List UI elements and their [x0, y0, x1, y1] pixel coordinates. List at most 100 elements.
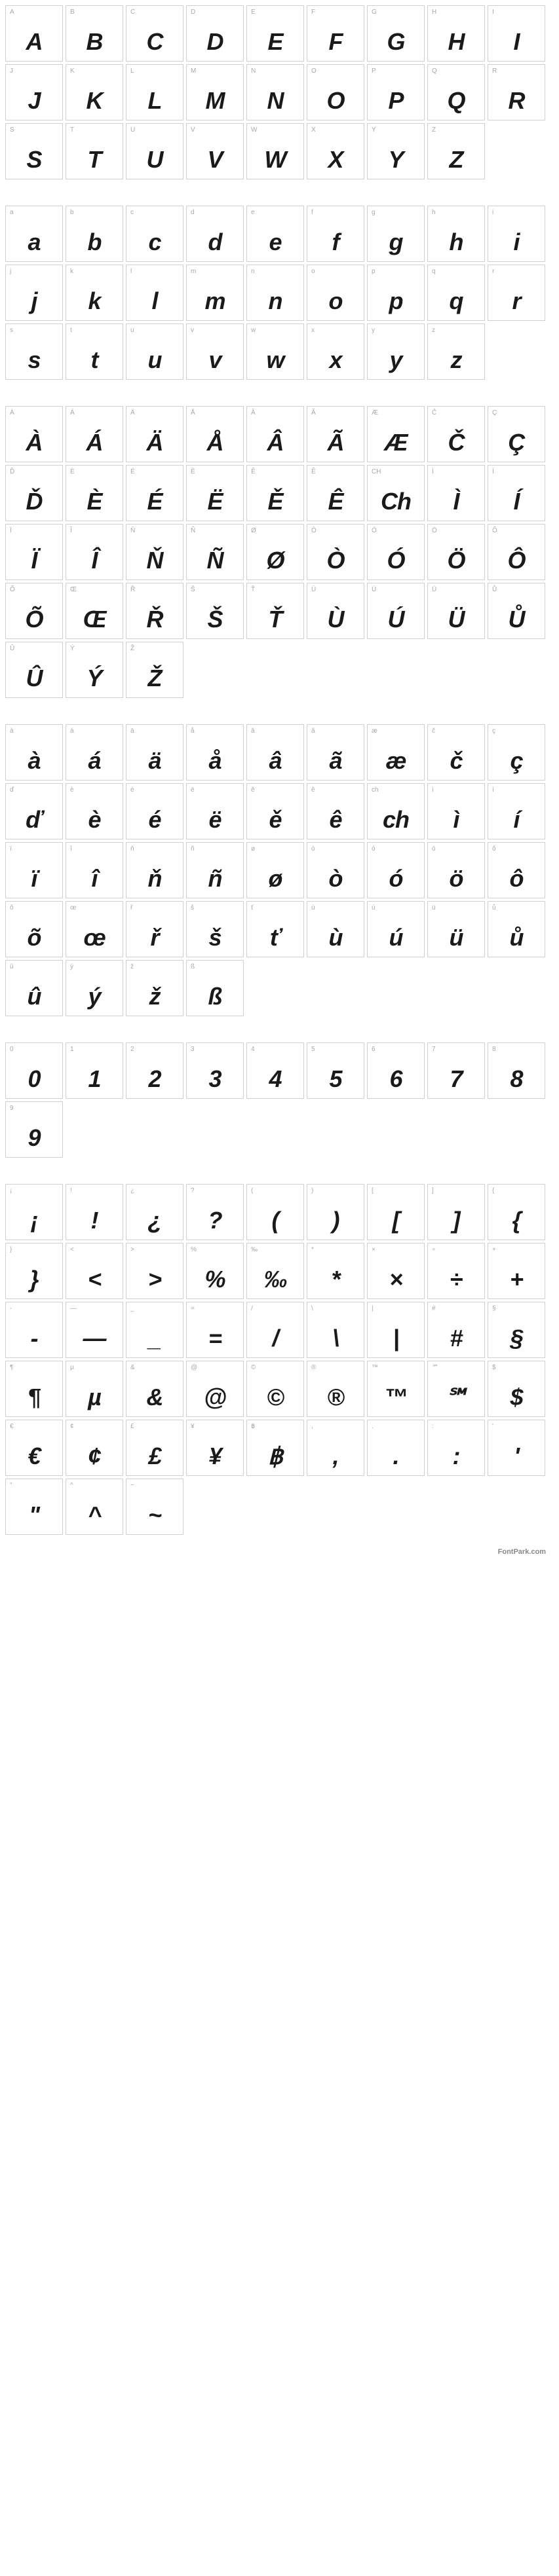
glyph-label: î: [70, 845, 72, 853]
glyph-display: X: [307, 146, 364, 174]
glyph-label: z: [432, 327, 435, 334]
glyph-display: F: [307, 28, 364, 56]
glyph-label: D: [191, 9, 195, 16]
glyph-display: $: [488, 1384, 545, 1411]
glyph-cell: ňň: [126, 842, 183, 898]
glyph-cell: ŤŤ: [246, 583, 304, 639]
glyph-cell: ÉÉ: [126, 465, 183, 521]
glyph-label: (: [251, 1187, 253, 1194]
glyph-cell: pp: [367, 265, 425, 321]
glyph-cell: II: [488, 5, 545, 62]
glyph-cell: ll: [126, 265, 183, 321]
glyph-cell: 55: [307, 1042, 364, 1099]
glyph-label: l: [130, 268, 132, 275]
glyph-display: ř: [126, 924, 183, 951]
glyph-label: 0: [10, 1046, 14, 1053]
glyph-display: |: [368, 1325, 424, 1352]
glyph-label: ?: [191, 1187, 195, 1194]
glyph-cell: vv: [186, 323, 244, 380]
glyph-label: a: [10, 209, 14, 216]
glyph-label: t: [70, 327, 72, 334]
glyph-label: T: [70, 126, 74, 134]
glyph-cell: áá: [66, 724, 123, 781]
glyph-label: }: [10, 1246, 12, 1253]
glyph-display: ¢: [66, 1443, 123, 1470]
glyph-display: ÷: [428, 1266, 484, 1293]
glyph-display: £: [126, 1443, 183, 1470]
glyph-display: *: [307, 1266, 364, 1293]
glyph-display: Ò: [307, 547, 364, 574]
glyph-label: §: [492, 1305, 496, 1312]
glyph-label: Ò: [311, 527, 317, 534]
glyph-label: m: [191, 268, 196, 275]
glyph-label: œ: [70, 904, 76, 911]
glyph-display: W: [247, 146, 303, 174]
glyph-display: ì: [428, 806, 484, 834]
glyph-label: r: [492, 268, 494, 275]
glyph-label: N: [251, 67, 256, 75]
glyph-cell: ÄÄ: [126, 406, 183, 462]
glyph-display: s: [6, 346, 62, 374]
glyph-display: ^: [66, 1501, 123, 1529]
glyph-cell: aa: [5, 206, 63, 262]
glyph-display: (: [247, 1207, 303, 1234]
glyph-label: ©: [251, 1364, 256, 1371]
glyph-display: ñ: [187, 865, 243, 892]
glyph-label: á: [70, 727, 74, 735]
glyph-display: t: [66, 346, 123, 374]
glyph-label: Ň: [130, 527, 135, 534]
glyph-cell: ::: [427, 1420, 485, 1476]
glyph-display: z: [428, 346, 484, 374]
glyph-cell: ďď: [5, 783, 63, 839]
glyph-cell: SS: [5, 123, 63, 179]
glyph-label: 8: [492, 1046, 496, 1053]
glyph-label: g: [372, 209, 376, 216]
glyph-cell: 33: [186, 1042, 244, 1099]
glyph-cell: ěě: [246, 783, 304, 839]
glyph-cell: ÖÖ: [427, 524, 485, 580]
glyph-cell: ŇŇ: [126, 524, 183, 580]
glyph-cell: ŮŮ: [488, 583, 545, 639]
glyph-label: é: [130, 786, 134, 794]
glyph-display: y: [368, 346, 424, 374]
glyph-cell: RR: [488, 64, 545, 120]
glyph-display: ž: [126, 983, 183, 1010]
glyph-label: Ë: [191, 468, 195, 475]
glyph-cell: ÀÀ: [5, 406, 63, 462]
glyph-display: Ç: [488, 429, 545, 456]
glyph-display: ť: [247, 924, 303, 951]
glyph-display: û: [6, 983, 62, 1010]
glyph-display: j: [6, 287, 62, 315]
glyph-label: v: [191, 327, 194, 334]
glyph-label: b: [70, 209, 74, 216]
glyph-display: N: [247, 87, 303, 115]
glyph-display: Á: [66, 429, 123, 456]
glyph-display: §: [488, 1325, 545, 1352]
glyph-label: Ö: [432, 527, 437, 534]
glyph-label: Z: [432, 126, 436, 134]
glyph-cell: oo: [307, 265, 364, 321]
glyph-cell: 88: [488, 1042, 545, 1099]
glyph-display: :: [428, 1443, 484, 1470]
glyph-label: $: [492, 1364, 496, 1371]
glyph-label: Ž: [130, 645, 134, 652]
glyph-label: S: [10, 126, 14, 134]
glyph-display: ň: [126, 865, 183, 892]
glyph-cell: ——: [66, 1302, 123, 1358]
glyph-cell: 00: [5, 1042, 63, 1099]
glyph-label: ž: [130, 963, 134, 970]
glyph-label: ÷: [432, 1246, 436, 1253]
glyph-cell: GG: [367, 5, 425, 62]
glyph-display: v: [187, 346, 243, 374]
glyph-cell: ℠℠: [427, 1361, 485, 1417]
glyph-cell: ÷÷: [427, 1243, 485, 1299]
glyph-display: 4: [247, 1065, 303, 1093]
glyph-label: Ä: [130, 409, 135, 416]
glyph-cell: bb: [66, 206, 123, 262]
glyph-label: ç: [492, 727, 495, 735]
glyph-label: /: [251, 1305, 253, 1312]
glyph-cell: ŠŠ: [186, 583, 244, 639]
glyph-display: Y: [368, 146, 424, 174]
glyph-label: ¿: [130, 1187, 134, 1194]
glyph-cell: cc: [126, 206, 183, 262]
